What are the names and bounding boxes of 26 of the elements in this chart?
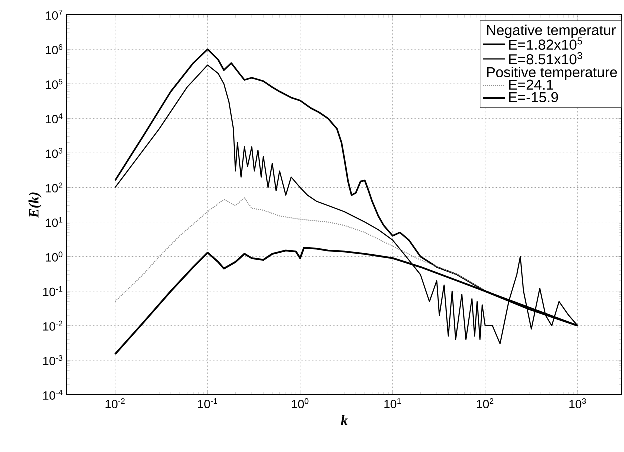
y-tick-label: 10$^{3}$ xyxy=(46,148,63,158)
y-tick-label: 10$^{1}$ xyxy=(46,217,63,228)
y-tick-label: 10$^{7}$ xyxy=(46,10,63,20)
x-tick-label: 10$^{0}$ xyxy=(292,398,309,409)
legend-label: E=-15.9 xyxy=(509,92,558,103)
annotation: Positive temperature xyxy=(487,66,618,80)
legend-label: E=24.1 xyxy=(509,80,554,90)
y-tick-label: 10$^{4}$ xyxy=(46,114,63,124)
y-axis-title: E(k) xyxy=(28,192,42,218)
y-tick-label: 10$^{2}$ xyxy=(46,182,63,193)
legend-title: Negative temperatur xyxy=(487,24,616,38)
y-tick-label: 10$^{0}$ xyxy=(46,252,63,262)
x-tick-label: 10$^{3}$ xyxy=(570,398,586,409)
y-tick-label: 10$^{-3}$ xyxy=(44,355,63,366)
y-tick-label: 10$^{5}$ xyxy=(46,79,63,90)
x-tick-label: 10$^{1}$ xyxy=(384,398,402,408)
y-tick-label: 10$^{6}$ xyxy=(46,44,63,55)
legend-label: E=8.51x10$^{3}$ xyxy=(509,52,582,65)
x-tick-label: 10$^{-2}$ xyxy=(106,398,125,409)
x-tick-label: 10$^{2}$ xyxy=(477,398,494,409)
y-tick-label: 10$^{-1}$ xyxy=(44,286,63,296)
legend-label: E=1.82x10$^{5}$ xyxy=(509,38,582,50)
x-axis-title: k xyxy=(341,415,348,426)
y-tick-label: 10$^{-4}$ xyxy=(44,390,63,400)
y-tick-label: 10$^{-2}$ xyxy=(44,320,63,331)
x-tick-label: 10$^{-1}$ xyxy=(198,398,218,408)
